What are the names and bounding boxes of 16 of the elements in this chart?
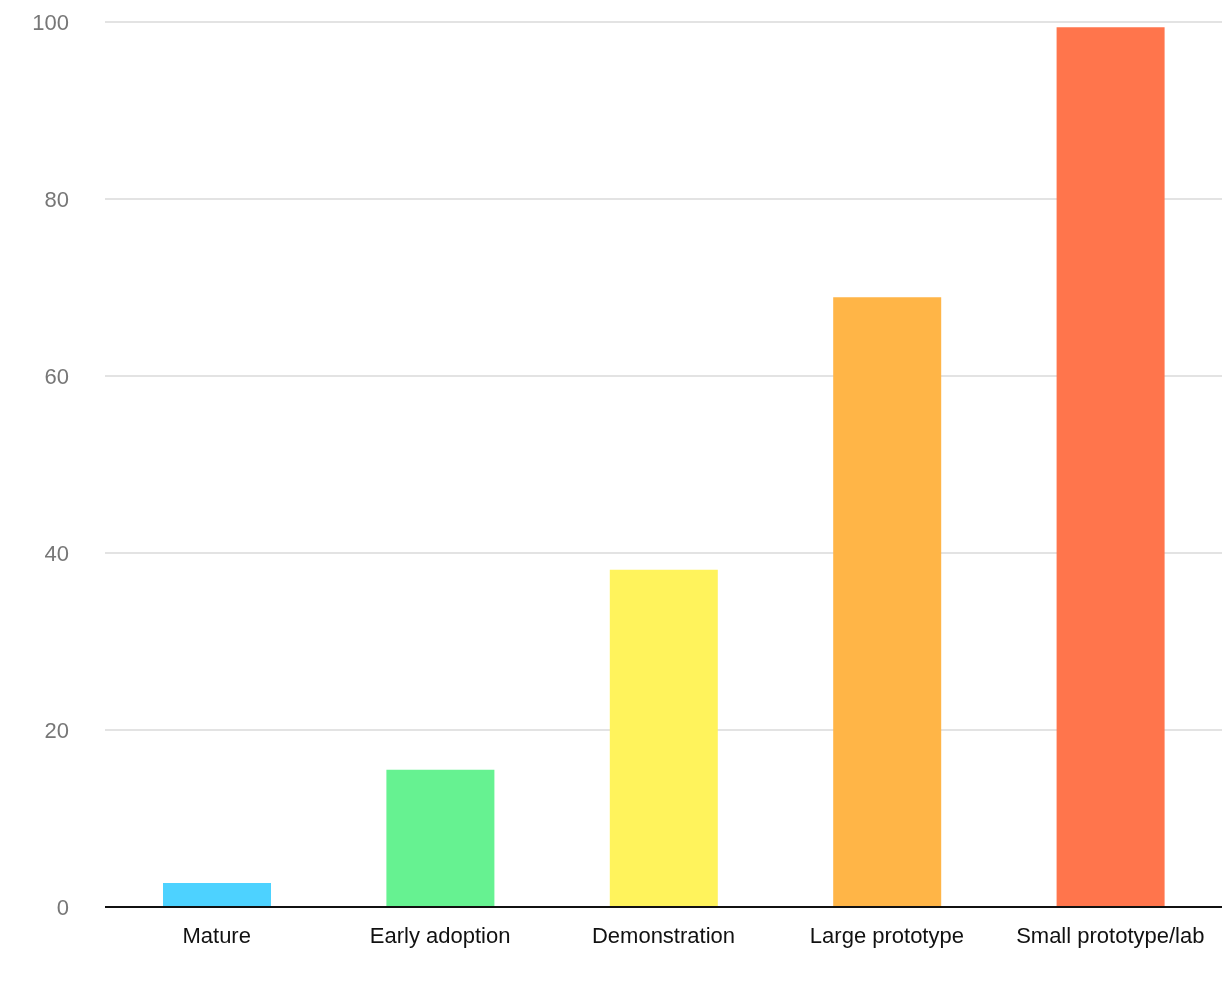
bar [163,883,271,907]
bar [609,569,718,907]
bar [386,769,495,907]
x-tick-label: Large prototype [809,922,964,948]
x-tick-label: Small prototype/lab [1016,922,1205,948]
y-tick-label: 100 [32,9,69,35]
y-tick-label: 20 [44,717,69,743]
x-tick-label: Early adoption [369,922,511,948]
bar [833,297,942,907]
y-tick-label: 0 [56,894,69,920]
x-tick-label: Mature [182,922,251,948]
y-tick-label: 60 [44,363,69,389]
y-tick-label: 40 [44,540,69,566]
x-tick-label: Demonstration [591,922,736,948]
bar [1056,27,1165,907]
y-tick-label: 80 [44,186,69,212]
